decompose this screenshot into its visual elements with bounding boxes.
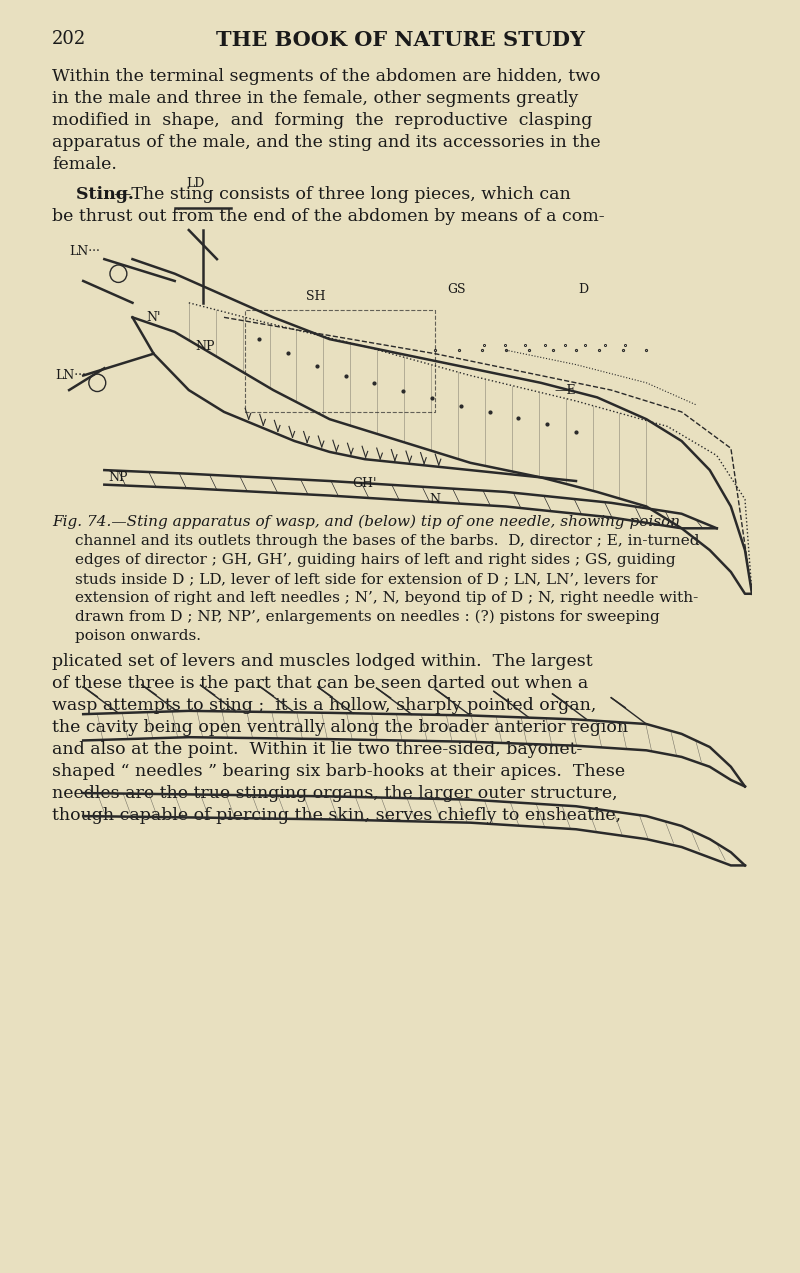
Text: drawn from D ; NP, NP’, enlargements on needles : (?) pistons for sweeping: drawn from D ; NP, NP’, enlargements on …	[75, 610, 660, 624]
Text: be thrust out from the end of the abdomen by means of a com-: be thrust out from the end of the abdome…	[52, 207, 605, 225]
Text: NP: NP	[109, 471, 128, 484]
Text: shaped “ needles ” bearing six barb-hooks at their apices.  These: shaped “ needles ” bearing six barb-hook…	[52, 763, 625, 780]
Text: studs inside D ; LD, lever of left side for extension of D ; LN, LN’, levers for: studs inside D ; LD, lever of left side …	[75, 572, 658, 586]
Text: plicated set of levers and muscles lodged within.  The largest: plicated set of levers and muscles lodge…	[52, 653, 593, 670]
Text: LD: LD	[186, 177, 205, 190]
Text: though capable of piercing the skin, serves chiefly to ensheathe,: though capable of piercing the skin, ser…	[52, 807, 621, 824]
Text: wasp attempts to sting ;  it is a hollow, sharply pointed organ,: wasp attempts to sting ; it is a hollow,…	[52, 698, 596, 714]
Text: channel and its outlets through the bases of the barbs.  D, director ; E, in-tur: channel and its outlets through the base…	[75, 533, 699, 547]
Text: LN···: LN···	[55, 369, 86, 382]
Text: Within the terminal segments of the abdomen are hidden, two: Within the terminal segments of the abdo…	[52, 67, 601, 85]
Text: NP: NP	[196, 340, 215, 353]
Text: in the male and three in the female, other segments greatly: in the male and three in the female, oth…	[52, 90, 578, 107]
Text: and also at the point.  Within it lie two three-sided, bayonet-: and also at the point. Within it lie two…	[52, 741, 582, 757]
Text: edges of director ; GH, GH’, guiding hairs of left and right sides ; GS, guiding: edges of director ; GH, GH’, guiding hai…	[75, 552, 676, 566]
Text: N': N'	[146, 311, 161, 323]
Text: LN···: LN···	[69, 246, 100, 258]
Text: —The sting consists of three long pieces, which can: —The sting consists of three long pieces…	[114, 186, 570, 202]
Text: of these three is the part that can be seen darted out when a: of these three is the part that can be s…	[52, 675, 588, 693]
Text: poison onwards.: poison onwards.	[75, 629, 201, 643]
Text: needles are the true stinging organs, the larger outer structure,: needles are the true stinging organs, th…	[52, 785, 618, 802]
Text: —E: —E	[555, 383, 577, 397]
Text: N: N	[430, 493, 441, 505]
Text: Fig. 74.—Sting apparatus of wasp, and (below) tip of one needle, showing poison: Fig. 74.—Sting apparatus of wasp, and (b…	[52, 516, 680, 530]
Text: modified in  shape,  and  forming  the  reproductive  clasping: modified in shape, and forming the repro…	[52, 112, 592, 129]
Text: apparatus of the male, and the sting and its accessories in the: apparatus of the male, and the sting and…	[52, 134, 601, 151]
Text: Sting.: Sting.	[52, 186, 134, 202]
Text: the cavity being open ventrally along the broader anterior region: the cavity being open ventrally along th…	[52, 719, 628, 736]
Text: D: D	[578, 283, 588, 295]
Text: extension of right and left needles ; N’, N, beyond tip of D ; N, right needle w: extension of right and left needles ; N’…	[75, 591, 698, 605]
Text: 202: 202	[52, 31, 86, 48]
Text: GH': GH'	[353, 477, 377, 490]
Text: THE BOOK OF NATURE STUDY: THE BOOK OF NATURE STUDY	[215, 31, 585, 50]
Text: SH: SH	[306, 290, 326, 303]
Text: GS: GS	[447, 283, 466, 295]
Text: female.: female.	[52, 157, 117, 173]
